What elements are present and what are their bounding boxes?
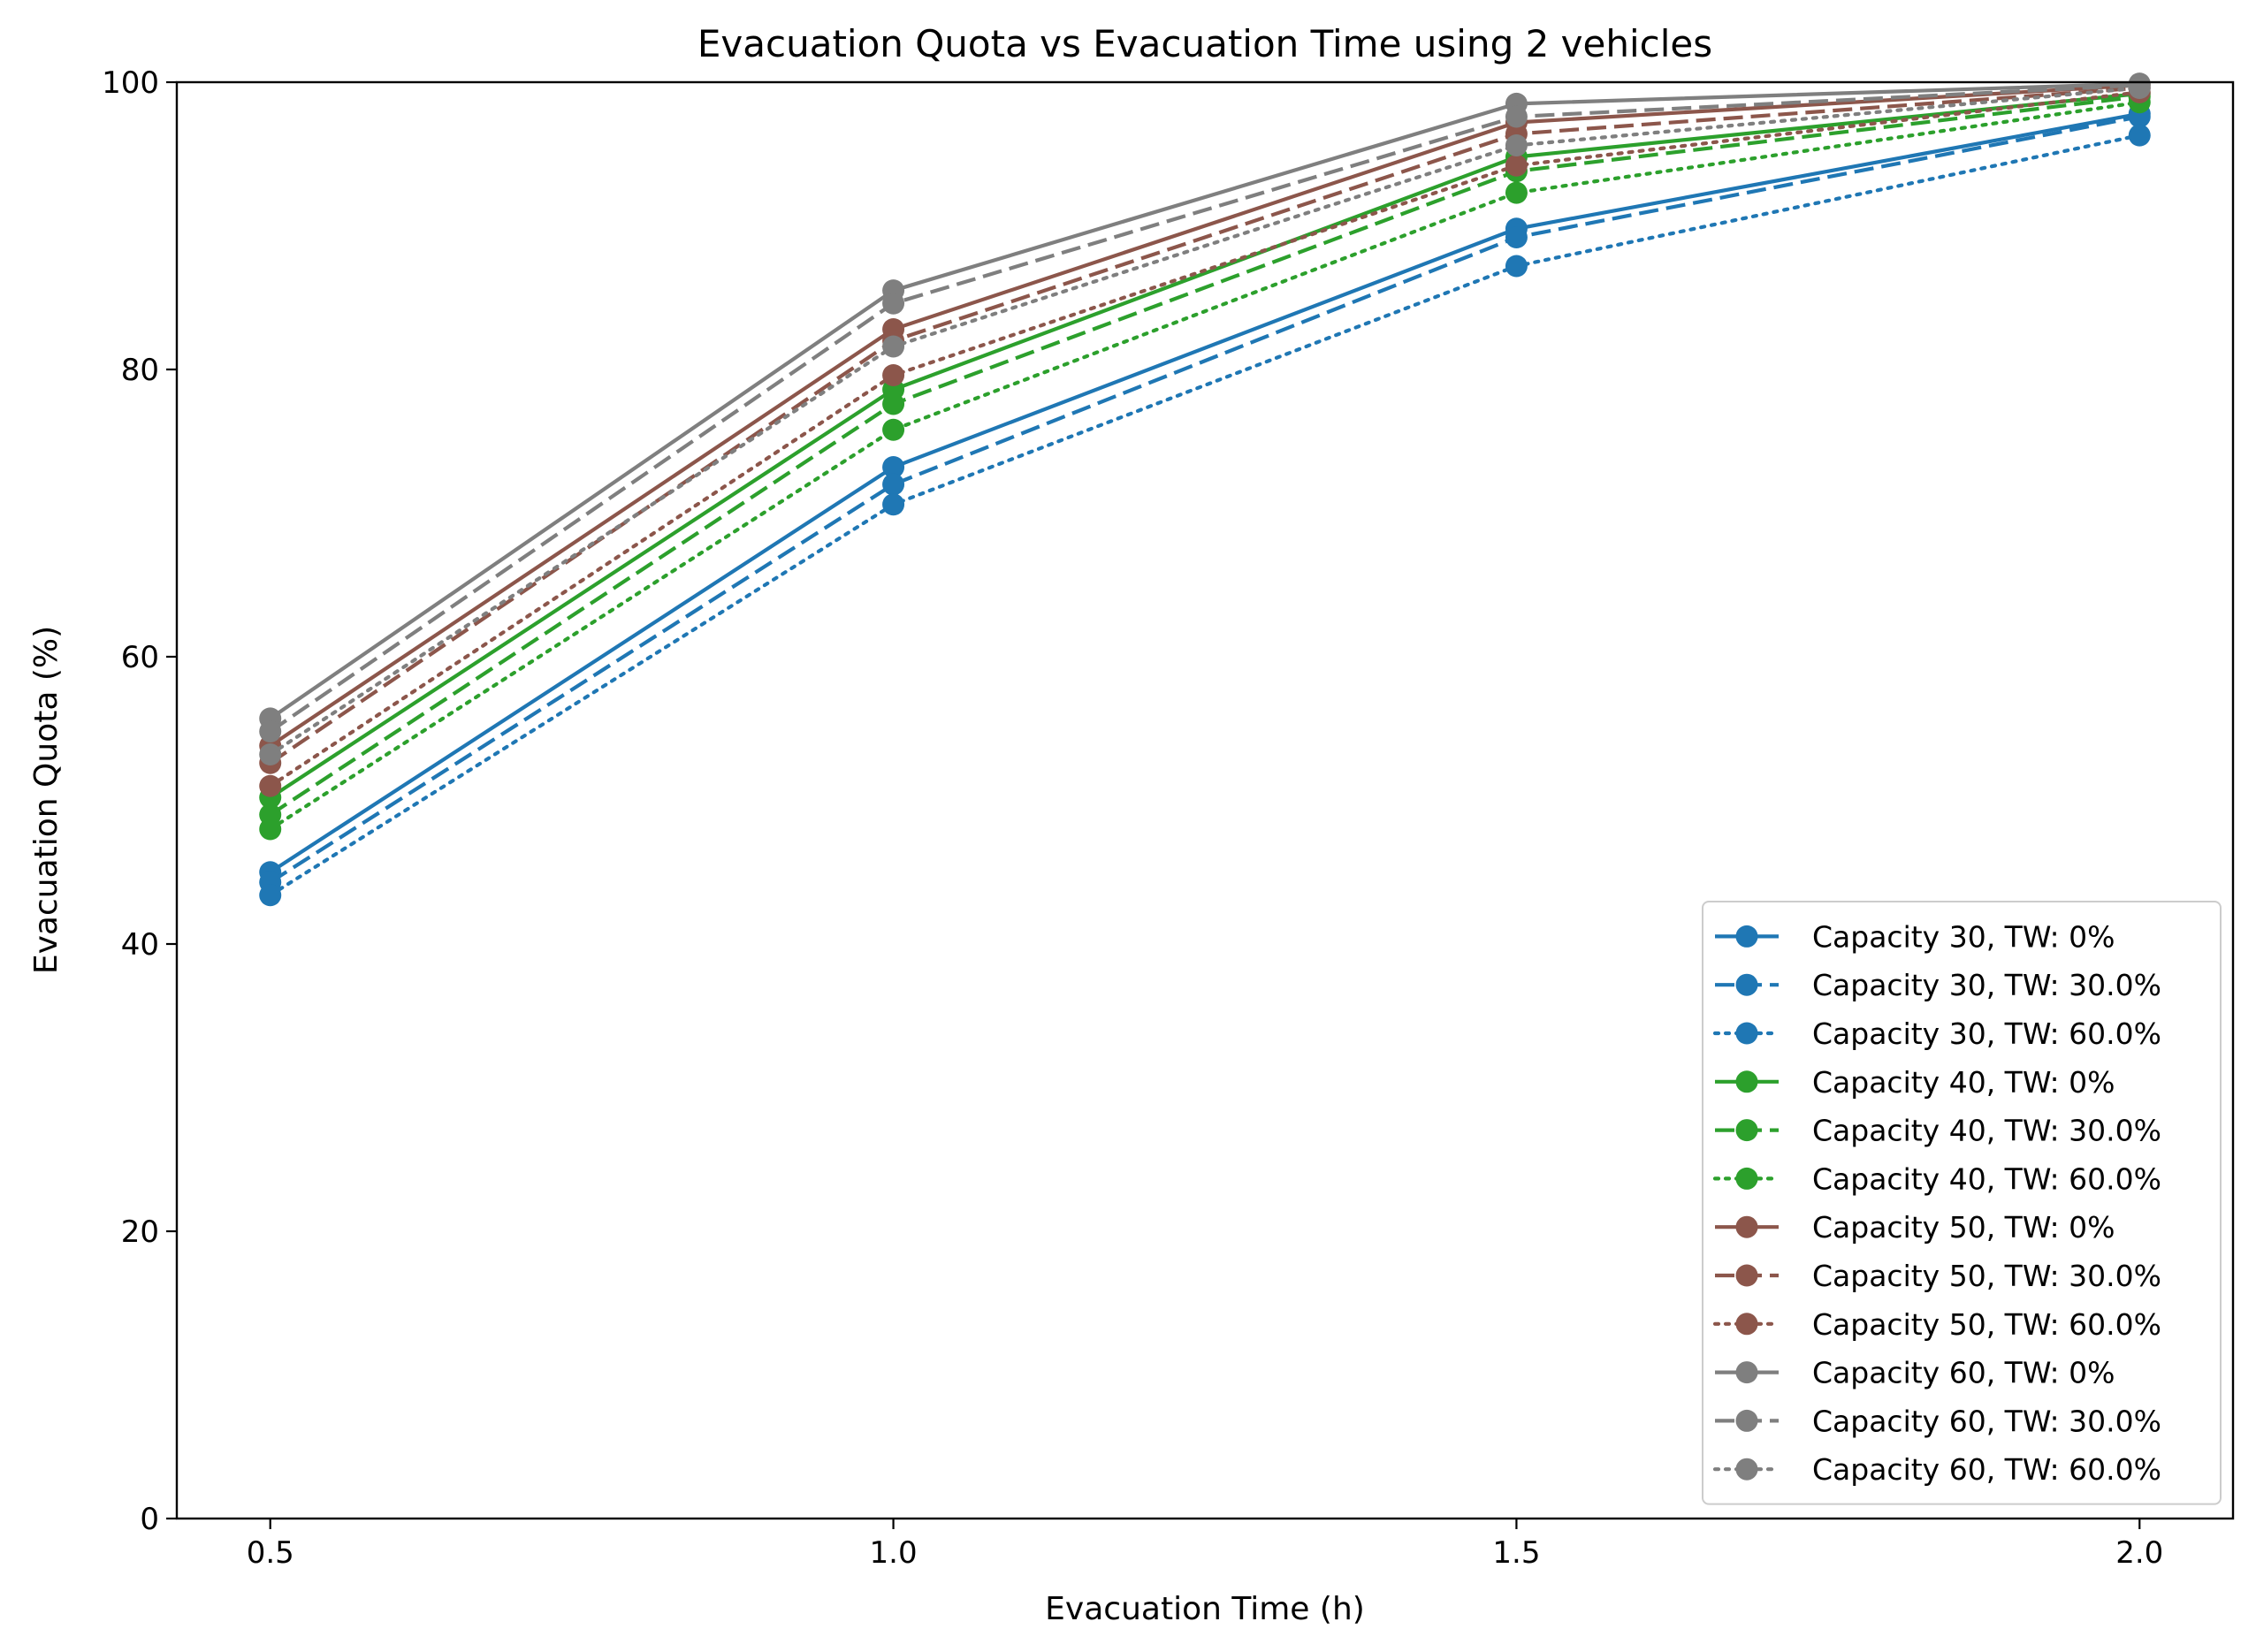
y-tick-label: 40 bbox=[121, 927, 159, 963]
series-line bbox=[269, 81, 2140, 720]
series-group bbox=[259, 124, 2151, 907]
data-point bbox=[259, 774, 282, 797]
x-tick-label: 2.0 bbox=[2115, 1535, 2163, 1571]
legend-marker bbox=[1735, 1458, 1758, 1481]
legend-box bbox=[1702, 901, 2222, 1505]
series-line bbox=[269, 91, 2140, 800]
data-point bbox=[882, 392, 905, 415]
data-point bbox=[1505, 154, 1528, 177]
series-layer bbox=[259, 72, 2151, 907]
x-tick-label: 0.5 bbox=[247, 1535, 294, 1571]
y-axis-label: Evacuation Quota (%) bbox=[28, 626, 65, 974]
legend-label: Capacity 30, TW: 30.0% bbox=[1812, 968, 2161, 1002]
legend-marker bbox=[1735, 1119, 1758, 1142]
series-line bbox=[269, 83, 2140, 748]
legend-label: Capacity 40, TW: 60.0% bbox=[1812, 1161, 2161, 1196]
legend-marker bbox=[1735, 1167, 1758, 1190]
data-point bbox=[1505, 181, 1528, 204]
data-point bbox=[1505, 226, 1528, 248]
series-line bbox=[269, 114, 2140, 884]
series-line bbox=[268, 133, 2142, 897]
legend-marker bbox=[1735, 1022, 1758, 1045]
axes-layer: 0.5 1.0 1.5 2.0 0 20 40 60 80 100 bbox=[102, 65, 2163, 1571]
legend-label: Capacity 50, TW: 30.0% bbox=[1812, 1259, 2161, 1293]
data-point bbox=[2128, 77, 2151, 99]
y-tick-label: 80 bbox=[121, 353, 159, 388]
data-point bbox=[1505, 105, 1528, 128]
legend-marker bbox=[1735, 1264, 1758, 1287]
legend-marker bbox=[1735, 925, 1758, 948]
data-point bbox=[882, 493, 905, 516]
x-axis-label: Evacuation Time (h) bbox=[1045, 1591, 1365, 1627]
legend-marker bbox=[1735, 1070, 1758, 1093]
series-line bbox=[269, 95, 2140, 817]
chart-title: Evacuation Quota vs Evacuation Time usin… bbox=[697, 22, 1712, 65]
series-line bbox=[268, 90, 2142, 788]
legend-marker bbox=[1735, 1409, 1758, 1432]
legend-label: Capacity 40, TW: 0% bbox=[1812, 1065, 2115, 1100]
legend-marker bbox=[1735, 1313, 1758, 1336]
data-point bbox=[259, 818, 282, 841]
data-point bbox=[882, 335, 905, 358]
data-point bbox=[882, 456, 905, 478]
legend: Capacity 30, TW: 0% Capacity 30, TW: 30.0… bbox=[1702, 901, 2222, 1505]
legend-label: Capacity 40, TW: 30.0% bbox=[1812, 1114, 2161, 1148]
y-tick-label: 0 bbox=[140, 1502, 159, 1537]
series-group bbox=[259, 80, 2151, 797]
legend-label: Capacity 60, TW: 30.0% bbox=[1812, 1404, 2161, 1438]
y-tick-label: 100 bbox=[102, 65, 159, 101]
series-line bbox=[268, 100, 2142, 832]
legend-label: Capacity 30, TW: 0% bbox=[1812, 919, 2115, 954]
plot-area-frame bbox=[175, 80, 2235, 1520]
legend-marker bbox=[1735, 1361, 1758, 1384]
data-point bbox=[882, 292, 905, 315]
x-tick-label: 1.0 bbox=[870, 1535, 918, 1571]
data-point bbox=[259, 743, 282, 765]
x-tick-label: 1.5 bbox=[1492, 1535, 1540, 1571]
y-tick-label: 60 bbox=[121, 640, 159, 675]
legend-marker bbox=[1735, 973, 1758, 996]
data-point bbox=[882, 473, 905, 496]
legend-label: Capacity 60, TW: 0% bbox=[1812, 1356, 2115, 1390]
legend-label: Capacity 50, TW: 0% bbox=[1812, 1210, 2115, 1245]
data-point bbox=[1505, 134, 1528, 156]
legend-label: Capacity 30, TW: 60.0% bbox=[1812, 1016, 2161, 1051]
data-point bbox=[882, 364, 905, 386]
series-line bbox=[269, 83, 2140, 734]
legend-label: Capacity 50, TW: 60.0% bbox=[1812, 1307, 2161, 1342]
data-point bbox=[259, 720, 282, 742]
legend-marker bbox=[1735, 1215, 1758, 1238]
data-point bbox=[2128, 124, 2151, 147]
data-point bbox=[882, 418, 905, 441]
series-line bbox=[269, 111, 2140, 874]
data-point bbox=[1505, 255, 1528, 278]
series-line bbox=[268, 86, 2142, 757]
y-tick-label: 20 bbox=[121, 1214, 159, 1250]
legend-label: Capacity 60, TW: 60.0% bbox=[1812, 1452, 2161, 1487]
series-line bbox=[269, 86, 2140, 765]
data-point bbox=[259, 884, 282, 907]
